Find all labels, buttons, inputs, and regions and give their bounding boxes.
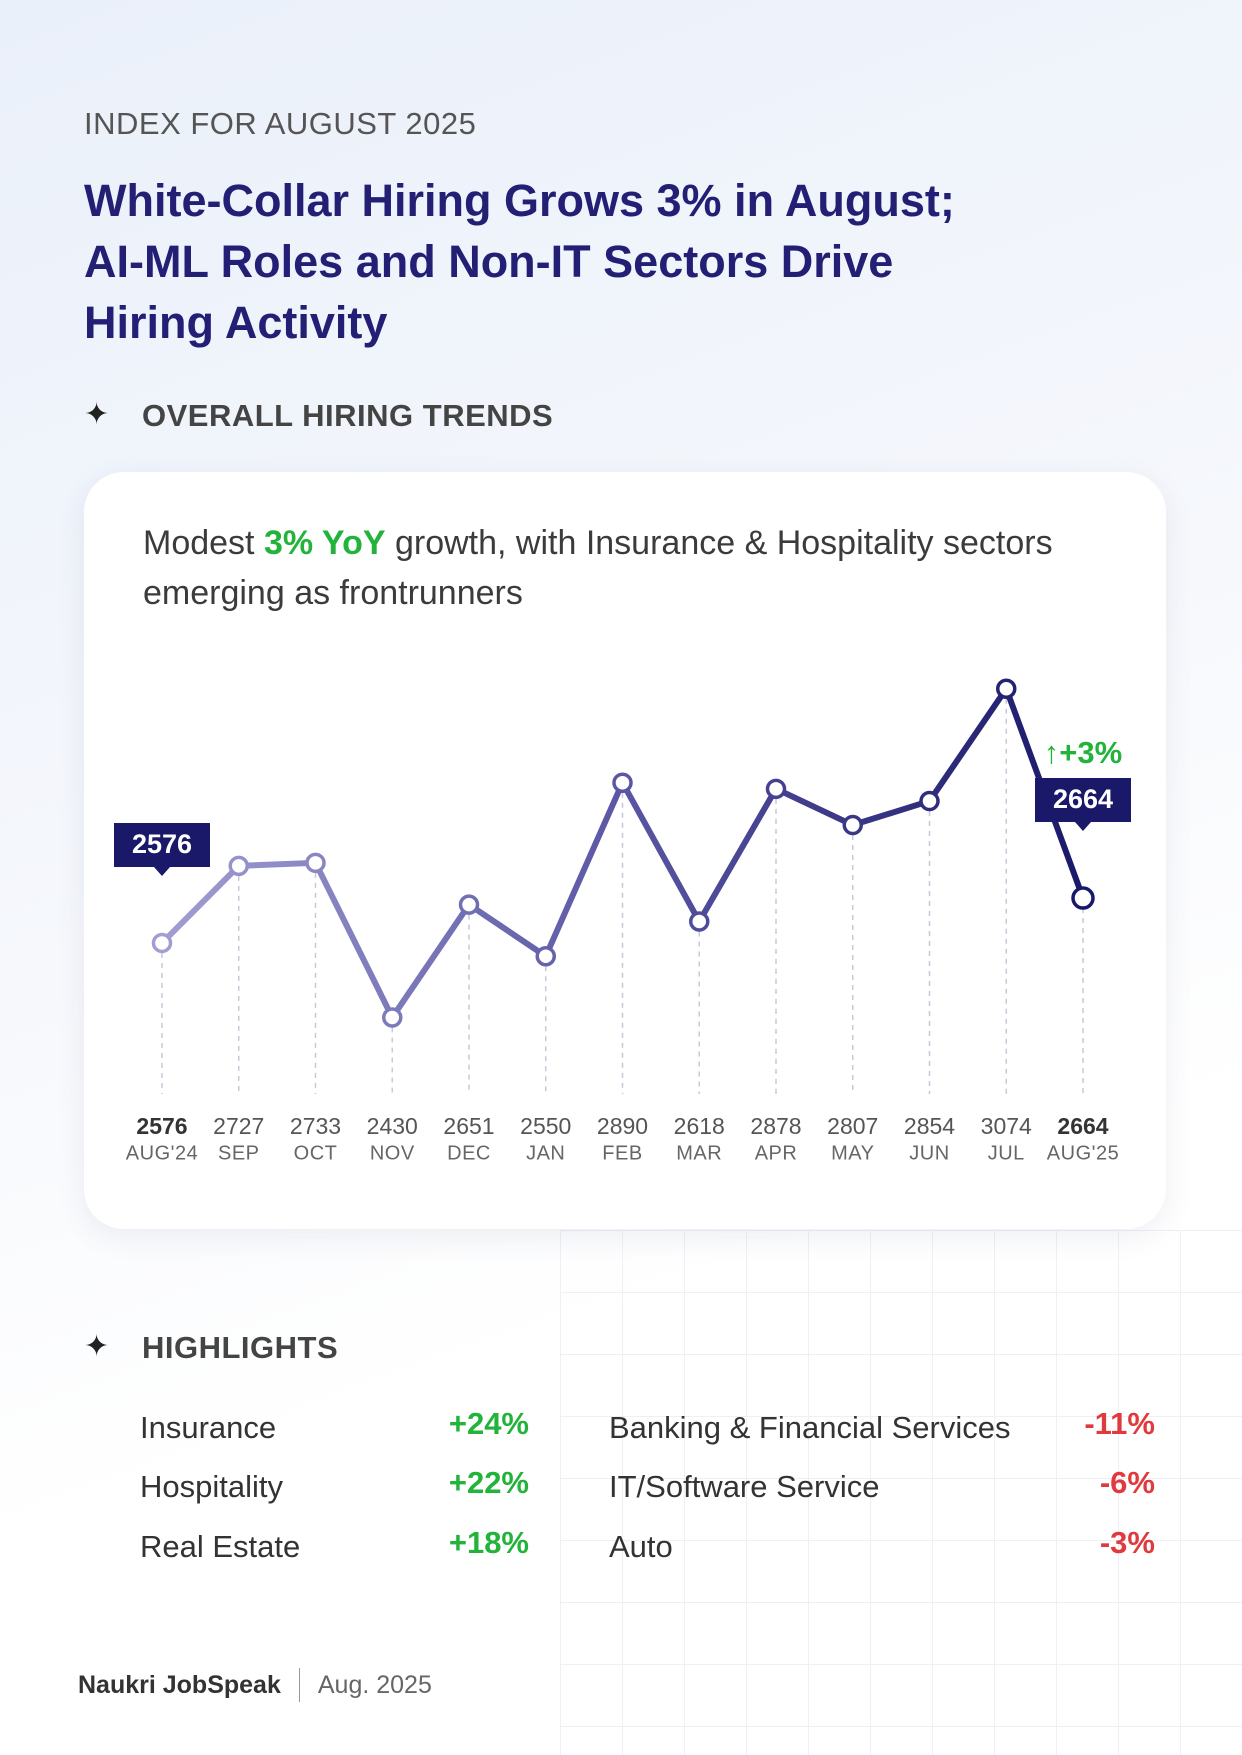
sector-change: +22% [448,1465,529,1500]
x-tick-label: JUN [909,1142,949,1164]
annotation: ↑+3% [1044,735,1122,770]
value-label: 2854 [904,1113,955,1139]
callout-label: 2576 [132,829,192,859]
callout-label: 2664 [1053,784,1113,814]
headline-line: Hiring Activity [84,297,388,348]
value-label: 2618 [674,1113,725,1139]
value-label: 2651 [443,1113,494,1139]
point [842,814,863,836]
point [1071,886,1095,910]
background-grid [560,1230,1242,1755]
point [228,855,249,877]
x-tick-label: OCT [294,1142,338,1164]
point [765,778,787,800]
point [382,1007,403,1028]
x-tick-label: DEC [447,1142,491,1164]
footer: Naukri JobSpeak Aug. 2025 [78,1668,432,1702]
sector-name: Insurance [140,1410,277,1445]
headline-line: AI-ML Roles and Non-IT Sectors Drive [84,236,894,287]
point [996,678,1017,700]
value-label: 2576 [136,1113,187,1139]
subtitle-text: Modest [143,524,264,562]
sector-name: Real Estate [140,1529,301,1564]
sector-change: -11% [1084,1406,1155,1441]
sector-change: -6% [1099,1465,1155,1500]
section-icon: ✦ [84,1330,110,1363]
chart-card [84,472,1166,1229]
x-tick-label: MAR [676,1142,722,1164]
x-tick-label: AUG'24 [126,1142,198,1164]
x-tick-label: NOV [370,1142,415,1164]
value-label: 2878 [750,1113,801,1139]
chart-subtitle: Modest 3% YoY growth, with Insurance & H… [143,518,1143,618]
x-tick-label: MAY [831,1142,874,1164]
point [612,772,633,793]
headline: White-Collar Hiring Grows 3% in August; … [84,170,955,353]
value-label: 2733 [290,1113,341,1139]
subtitle-highlight: 3% YoY [263,524,386,562]
x-tick-label: JAN [526,1142,565,1164]
x-tick-label: AUG'25 [1047,1142,1119,1164]
section-title: OVERALL HIRING TRENDS [142,398,554,433]
value-label: 2727 [213,1113,264,1139]
section-icon: ✦ [84,398,110,431]
callout-box [1035,778,1131,832]
value-label: 2430 [367,1113,418,1139]
point [305,852,326,874]
x-tick-label: FEB [602,1142,642,1164]
point [151,932,173,954]
sector-name: IT/Software Service [609,1469,880,1504]
value-label: 3074 [981,1113,1032,1139]
x-tick-label: APR [755,1142,798,1164]
point [689,911,710,932]
footer-divider [298,1668,300,1702]
value-label: 2807 [827,1113,878,1139]
point [458,894,480,915]
x-tick-label: SEP [218,1142,260,1164]
sector-change: +18% [448,1525,529,1560]
sector-change: +24% [448,1406,529,1441]
headline-line: White-Collar Hiring Grows 3% in August; [84,175,955,226]
callout-box [114,822,210,876]
value-label: 2890 [597,1113,648,1139]
value-label: 2550 [520,1113,571,1139]
footer-date: Aug. 2025 [317,1670,432,1699]
kicker: INDEX FOR AUGUST 2025 [84,106,477,141]
section-title: HIGHLIGHTS [142,1330,339,1365]
subtitle-text: growth, with Insurance & Hospitality sec… [143,524,1053,612]
sector-name: Hospitality [140,1469,283,1504]
sector-name: Auto [609,1529,673,1564]
sector-name: Banking & Financial Services [609,1410,1011,1445]
x-tick-label: JUL [988,1142,1025,1164]
point [535,945,556,967]
value-label: 2664 [1057,1113,1108,1139]
footer-brand: Naukri JobSpeak [78,1670,281,1699]
sector-change: -3% [1099,1525,1155,1560]
point [919,790,940,812]
